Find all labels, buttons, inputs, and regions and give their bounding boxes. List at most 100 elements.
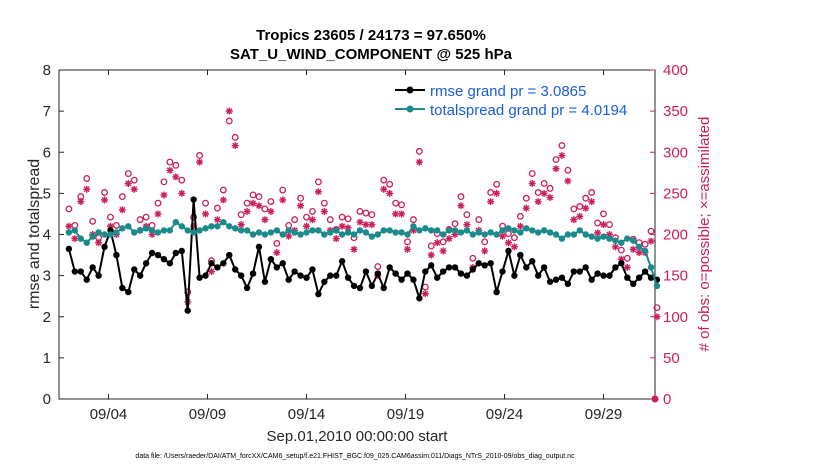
spread-point [529,227,536,234]
spread-point [220,218,227,226]
obs-assimilated-marker [118,206,126,214]
obs-asterisk-stroke [576,213,583,220]
obs-assimilated-marker [303,222,311,230]
obs-assimilated-marker [124,180,132,188]
obs-assimilated-marker [629,245,637,253]
rmse-point [487,260,494,267]
obs-asterisk-stroke [244,208,251,215]
rmse-point [321,278,328,285]
obs-assimilated-marker [540,189,548,197]
obs-assimilated-marker [552,165,560,173]
rmse-point [226,251,233,259]
obs-asterisk-stroke [570,216,577,223]
obs-possible-marker [374,263,382,270]
rmse-point [89,264,96,271]
obs-asterisk-stroke [303,223,310,230]
obs-possible-marker [136,216,144,224]
spread-point [517,229,524,236]
obs-possible-marker [510,234,518,242]
y-left-tick-label: 5 [43,185,51,202]
obs-zero-point [651,395,659,403]
spread-point [148,227,156,234]
spread-point [368,233,376,240]
obs-assimilated-marker [564,177,572,185]
rmse-point [576,268,583,275]
obs-possible-marker [600,210,607,218]
obs-possible-marker [267,198,275,205]
obs-possible-marker [83,175,91,182]
rmse-point [428,262,435,269]
spread-point [119,225,126,232]
spread-point [166,227,174,234]
rmse-point [119,284,126,292]
obs-possible-marker [469,254,477,262]
obs-asterisk-stroke [505,239,512,246]
spread-point [546,229,554,236]
obs-assimilated-marker [83,185,91,193]
obs-asterisk-stroke [77,198,84,205]
obs-possible-marker [89,217,97,225]
obs-assimilated-marker [77,198,85,206]
obs-asterisk-stroke [351,246,358,253]
rmse-point [291,268,298,275]
obs-possible-marker [617,246,625,254]
spread-point [618,239,625,246]
obs-asterisk-stroke [232,142,239,149]
obs-possible-marker [107,213,114,221]
obs-possible-marker [564,166,572,174]
obs-possible-marker [558,142,566,150]
spread-point [196,227,203,234]
legend-spread-marker [406,105,414,113]
spread-point [125,223,132,230]
obs-assimilated-marker [338,222,346,230]
obs-possible-marker [142,213,150,221]
obs-asterisk-stroke [517,223,524,230]
obs-possible-marker [451,220,459,228]
y-left-tick-label: 8 [43,62,51,79]
rmse-point [202,272,209,279]
rmse-point [588,276,595,283]
obs-possible-marker [101,189,108,196]
obs-assimilated-marker [463,221,471,229]
obs-assimilated-marker [279,196,287,204]
spread-point [279,231,286,238]
rmse-point [570,268,578,275]
obs-assimilated-marker [249,199,257,207]
spread-point [475,229,482,236]
rmse-point [333,272,340,279]
spread-point [315,227,322,234]
obs-asterisk-stroke [547,194,554,201]
obs-assimilated-marker [243,207,251,215]
spread-point [338,231,346,238]
obs-assimilated-marker [368,221,376,229]
rmse-point [374,270,381,277]
rmse-point [362,268,370,275]
spread-point [404,231,411,238]
obs-asterisk-stroke [321,208,328,215]
spread-point [291,229,298,236]
obs-possible-marker [516,212,524,220]
obs-possible-marker [582,194,590,202]
spread-point [481,231,488,238]
obs-assimilated-marker [297,202,305,210]
obs-possible-marker [623,254,631,262]
rmse-point [190,196,197,203]
legend-rmse-label: rmse grand pr = 3.0865 [430,83,586,100]
obs-asterisk-stroke [178,190,185,197]
rmse-point [338,258,346,265]
obs-assimilated-marker [237,221,245,229]
obs-asterisk-stroke [154,210,162,217]
spread-point [362,229,370,236]
spread-point [641,247,649,255]
obs-asterisk-stroke [285,233,292,240]
spread-point [190,229,197,236]
obs-asterisk-stroke [487,198,494,205]
spread-point [77,235,84,242]
rmse-point [416,295,423,302]
obs-asterisk-stroke [558,152,565,159]
x-tick-label: 09/14 [288,406,326,423]
obs-assimilated-marker [261,216,269,224]
obs-assimilated-marker [558,152,566,160]
obs-asterisk-stroke [422,290,429,297]
obs-assimilated-marker [623,263,631,271]
